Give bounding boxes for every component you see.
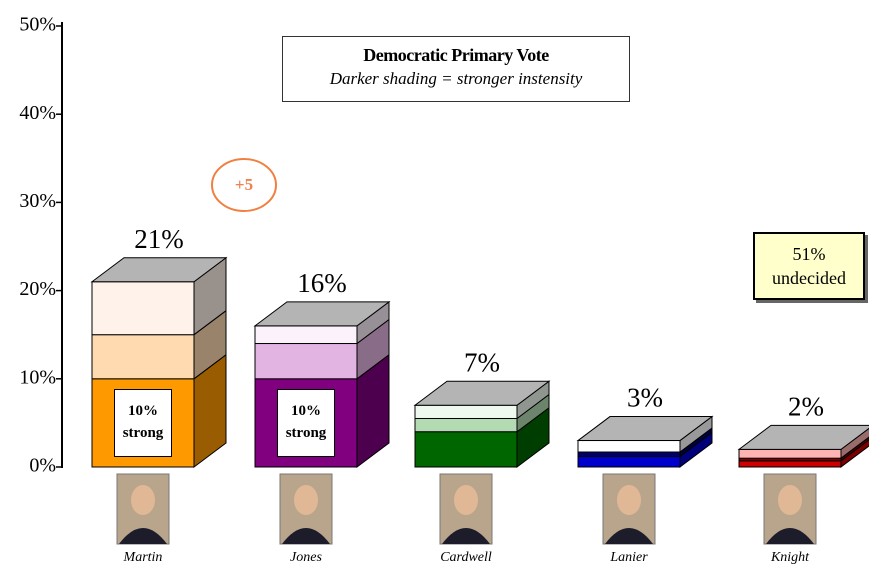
photo-face bbox=[617, 485, 641, 515]
bar-segment bbox=[92, 335, 194, 379]
title-box: Democratic Primary Vote Darker shading =… bbox=[282, 36, 630, 102]
bar-segment bbox=[578, 456, 680, 467]
bar-segment bbox=[255, 326, 357, 344]
annotation-box: 51% undecided bbox=[753, 232, 865, 300]
total-label: 2% bbox=[788, 392, 824, 422]
x-tick-label: Jones bbox=[290, 550, 322, 565]
total-label: 7% bbox=[464, 347, 500, 377]
total-label: 16% bbox=[297, 268, 347, 298]
bar-segment bbox=[415, 418, 517, 431]
bar-segment bbox=[739, 461, 841, 467]
bar-segment bbox=[255, 344, 357, 379]
photo-face bbox=[131, 485, 155, 515]
y-tick-label: 20% bbox=[19, 278, 56, 300]
y-tick-label: 0% bbox=[29, 455, 56, 477]
photo-face bbox=[778, 485, 802, 515]
bar-segment bbox=[415, 432, 517, 467]
segment-label: 10% strong bbox=[114, 389, 172, 457]
y-tick-label: 40% bbox=[19, 102, 56, 124]
chart-subtitle: Darker shading = stronger instensity bbox=[283, 69, 629, 89]
x-tick-label: Knight bbox=[770, 550, 810, 565]
bar-segment bbox=[739, 449, 841, 458]
annotation: +5 bbox=[235, 175, 253, 194]
x-tick-label: Lanier bbox=[609, 550, 648, 565]
photo-face bbox=[294, 485, 318, 515]
photo-face bbox=[454, 485, 478, 515]
bar-segment bbox=[578, 441, 680, 452]
x-tick-label: Cardwell bbox=[440, 550, 492, 565]
total-label: 21% bbox=[134, 224, 184, 254]
bar-segment bbox=[92, 282, 194, 335]
bar-segment bbox=[415, 405, 517, 418]
chart-title: Democratic Primary Vote bbox=[283, 45, 629, 66]
y-tick-label: 30% bbox=[19, 190, 56, 212]
segment-label: 10% strong bbox=[277, 389, 335, 457]
y-tick-label: 10% bbox=[19, 366, 56, 388]
page: +5 0% 10% 20% 30% 40% 50% 21% Martin 16% Jones 7% C… bbox=[0, 0, 869, 571]
y-tick-label: 50% bbox=[19, 14, 56, 36]
x-tick-label: Martin bbox=[123, 550, 163, 565]
total-label: 3% bbox=[627, 383, 663, 413]
bar-segment bbox=[578, 452, 680, 456]
